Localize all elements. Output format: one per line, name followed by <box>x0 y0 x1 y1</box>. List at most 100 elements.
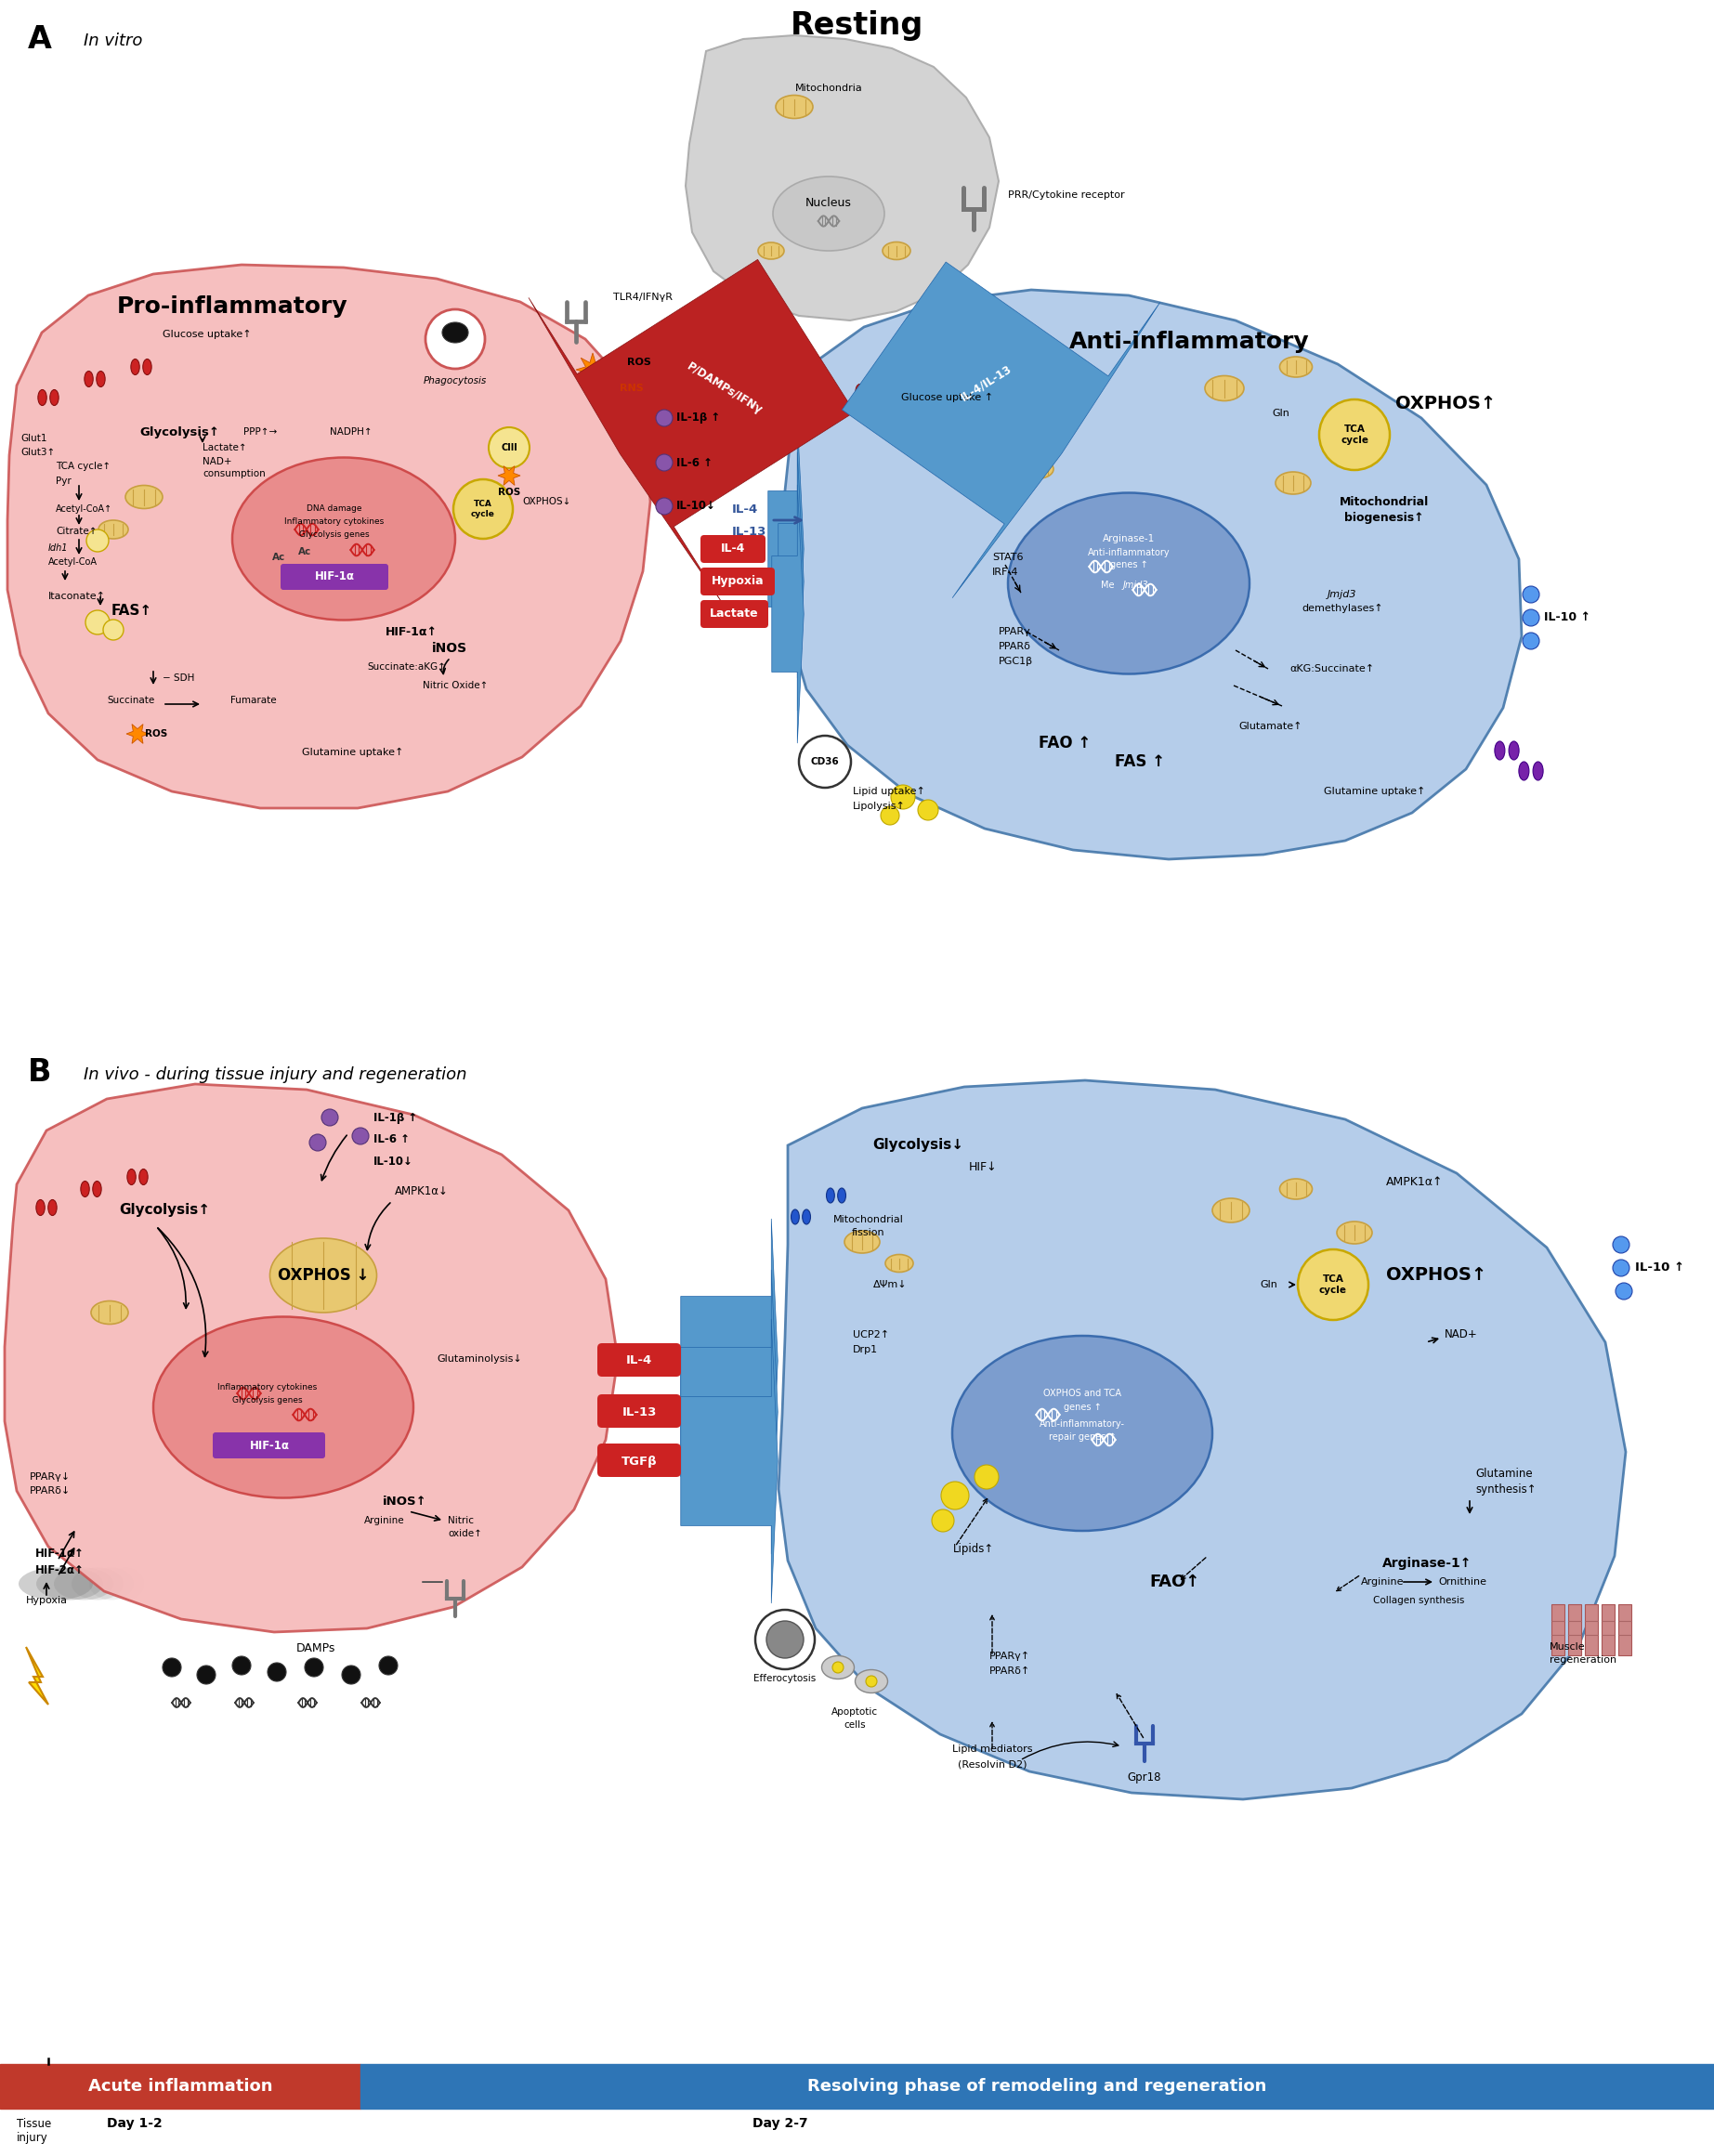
Text: NAD+: NAD+ <box>1445 1328 1477 1341</box>
Text: CIII: CIII <box>500 444 518 453</box>
Ellipse shape <box>48 1199 57 1216</box>
Text: IL-10 ↑: IL-10 ↑ <box>1544 612 1591 623</box>
Ellipse shape <box>826 1188 835 1203</box>
Text: Arginine: Arginine <box>363 1516 405 1524</box>
Ellipse shape <box>36 1199 45 1216</box>
Text: Anti-inflammatory: Anti-inflammatory <box>1070 330 1309 354</box>
Circle shape <box>1522 586 1539 604</box>
Text: Me: Me <box>1100 580 1114 591</box>
Circle shape <box>351 1128 369 1145</box>
Text: Gln: Gln <box>1260 1281 1277 1289</box>
Text: Resolving phase of remodeling and regeneration: Resolving phase of remodeling and regene… <box>807 2078 1267 2096</box>
Text: Nitric: Nitric <box>447 1516 473 1524</box>
Text: Nucleus: Nucleus <box>806 196 852 209</box>
Text: OXPHOS and TCA: OXPHOS and TCA <box>1044 1388 1121 1397</box>
Circle shape <box>86 530 108 552</box>
Text: Hypoxia: Hypoxia <box>26 1595 69 1606</box>
Text: Glutamine uptake↑: Glutamine uptake↑ <box>1325 787 1426 796</box>
Text: fission: fission <box>852 1229 884 1238</box>
Text: − SDH: − SDH <box>163 673 194 683</box>
Text: Glutamine: Glutamine <box>1476 1468 1532 1481</box>
Text: IL-4/IL-13: IL-4/IL-13 <box>958 362 1015 403</box>
Ellipse shape <box>953 1337 1212 1531</box>
Text: Tissue: Tissue <box>17 2117 51 2130</box>
FancyBboxPatch shape <box>701 567 775 595</box>
Ellipse shape <box>883 241 910 259</box>
Text: ROS: ROS <box>627 358 651 367</box>
Circle shape <box>1613 1259 1630 1276</box>
FancyBboxPatch shape <box>213 1432 326 1457</box>
Circle shape <box>756 1611 814 1669</box>
Text: B: B <box>27 1059 51 1089</box>
Bar <box>0 2063 360 2109</box>
Ellipse shape <box>125 485 163 509</box>
Text: IRF-4: IRF-4 <box>992 567 1018 578</box>
Ellipse shape <box>233 457 456 621</box>
Circle shape <box>866 1675 878 1686</box>
Text: In vitro: In vitro <box>84 32 142 50</box>
Text: repair genes ↑: repair genes ↑ <box>1049 1432 1116 1442</box>
Ellipse shape <box>98 520 129 539</box>
Circle shape <box>799 735 850 787</box>
Circle shape <box>341 1667 360 1684</box>
Circle shape <box>891 785 915 808</box>
Ellipse shape <box>818 401 828 416</box>
Text: Inflammatory cytokines: Inflammatory cytokines <box>285 517 384 526</box>
Text: regeneration: regeneration <box>1549 1656 1616 1664</box>
Text: Nitric Oxide↑: Nitric Oxide↑ <box>423 681 488 690</box>
Text: —: — <box>420 1572 444 1593</box>
Text: Ac: Ac <box>298 548 312 556</box>
Text: Glycolysis↑: Glycolysis↑ <box>139 427 219 438</box>
Ellipse shape <box>845 1231 879 1253</box>
Circle shape <box>425 308 485 369</box>
FancyBboxPatch shape <box>701 535 766 563</box>
Bar <box>360 2063 1714 2109</box>
Text: Drp1: Drp1 <box>854 1345 878 1354</box>
Ellipse shape <box>36 1567 103 1600</box>
Text: synthesis↑: synthesis↑ <box>1476 1483 1536 1494</box>
Text: iNOS↑: iNOS↑ <box>382 1496 427 1507</box>
Text: Glycolysis↑: Glycolysis↑ <box>118 1203 209 1218</box>
Text: UCP2↑: UCP2↑ <box>854 1330 890 1339</box>
Text: FAS↑: FAS↑ <box>111 604 153 619</box>
Text: HIF-1α↑: HIF-1α↑ <box>36 1548 84 1561</box>
Ellipse shape <box>1519 761 1529 780</box>
Circle shape <box>833 1662 843 1673</box>
FancyBboxPatch shape <box>598 1395 680 1427</box>
Text: Phagocytosis: Phagocytosis <box>423 375 487 386</box>
Text: P/DAMPs/IFNγ: P/DAMPs/IFNγ <box>684 360 764 416</box>
Text: IL-1β ↑: IL-1β ↑ <box>677 412 720 425</box>
Ellipse shape <box>89 1567 134 1600</box>
Circle shape <box>881 806 900 826</box>
Text: PRR/Cytokine receptor: PRR/Cytokine receptor <box>1008 190 1124 201</box>
Ellipse shape <box>91 1300 129 1324</box>
Text: PPARδ↑: PPARδ↑ <box>989 1667 1030 1675</box>
Text: oxide↑: oxide↑ <box>447 1529 482 1537</box>
Text: Mitochondrial: Mitochondrial <box>1340 496 1429 507</box>
Text: Glycolysis genes: Glycolysis genes <box>233 1395 303 1404</box>
Text: Idh1: Idh1 <box>48 543 69 552</box>
Text: HIF-2α↑: HIF-2α↑ <box>36 1563 84 1576</box>
Text: Itaconate↑: Itaconate↑ <box>48 591 106 602</box>
Circle shape <box>656 455 672 470</box>
Text: biogenesis↑: biogenesis↑ <box>1344 513 1424 524</box>
Text: Anti-inflammatory-: Anti-inflammatory- <box>1040 1419 1124 1429</box>
Polygon shape <box>596 384 620 407</box>
Text: IL-6 ↑: IL-6 ↑ <box>677 457 713 468</box>
Text: ΔΨm↓: ΔΨm↓ <box>872 1281 907 1289</box>
Circle shape <box>1320 399 1390 470</box>
Ellipse shape <box>38 390 46 405</box>
Circle shape <box>322 1108 338 1125</box>
Polygon shape <box>778 1080 1627 1800</box>
Ellipse shape <box>792 1210 799 1225</box>
Ellipse shape <box>81 1181 89 1197</box>
Ellipse shape <box>84 371 93 386</box>
Text: IL-10↓: IL-10↓ <box>677 500 716 513</box>
Polygon shape <box>782 289 1522 860</box>
Text: Glut1: Glut1 <box>21 433 46 444</box>
Circle shape <box>1297 1248 1368 1319</box>
Circle shape <box>103 619 123 640</box>
Text: Acetyl-CoA↑: Acetyl-CoA↑ <box>57 505 113 513</box>
Circle shape <box>1613 1235 1630 1253</box>
Text: CD36: CD36 <box>811 757 840 765</box>
